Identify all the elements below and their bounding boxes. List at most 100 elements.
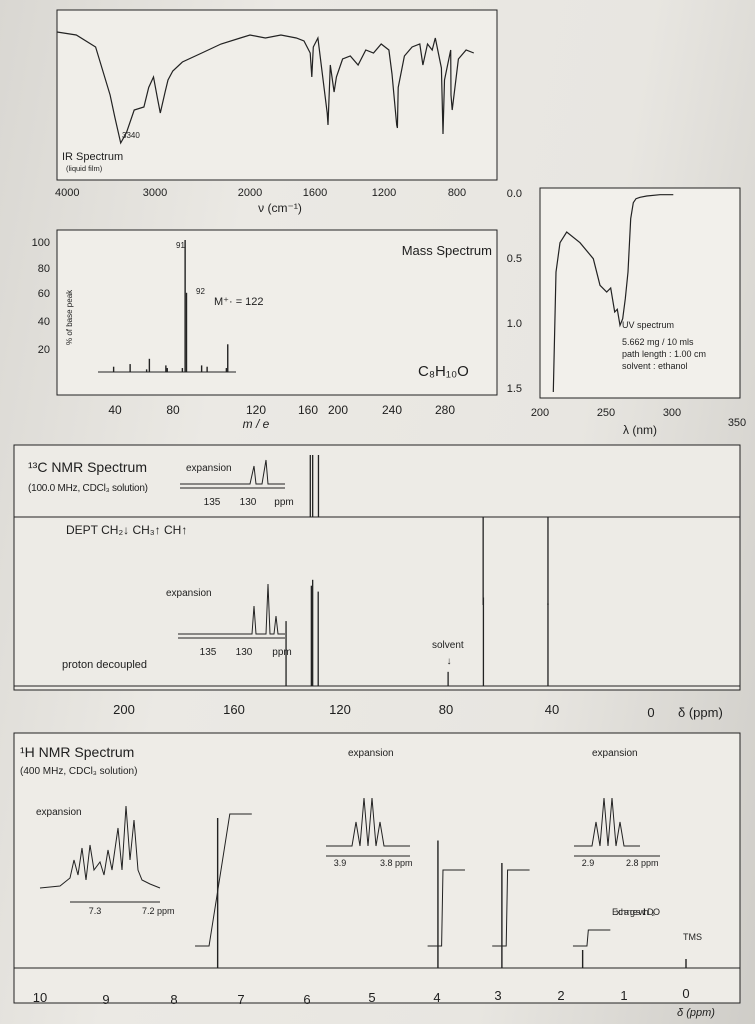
ir-x-ticks: 4000 3000 2000 1600 1200 800 [55,187,466,199]
ms-molecular-ion-label: M⁺· = 122 [214,296,264,308]
c13-x-tick: 160 [223,702,245,717]
c13-peaks [285,579,549,686]
h1-nmr-panel: ¹H NMR Spectrum (400 MHz, CDCl₃ solution… [13,732,741,1019]
uv-y-tick: 1.5 [507,383,522,395]
uv-x-tick: 350 [728,417,746,429]
h1-x-tick: 1 [620,988,627,1003]
uv-x-ticks: 200 250 300 350 [531,407,746,429]
h1-integral-step [195,813,252,947]
h1-ch2-expansion-trace [574,797,640,847]
h1-x-tick: 7 [237,992,244,1007]
ms-title: Mass Spectrum [402,243,492,258]
ir-x-tick: 1200 [372,187,396,199]
ir-x-label: ν (cm⁻¹) [258,201,302,215]
c13-title: ¹³C NMR Spectrum [28,459,147,475]
ms-y-tick: 100 [32,237,50,249]
h1-integral-step [492,869,530,947]
ms-x-tick: 160 [298,403,318,417]
ms-peak-label-91: 91 [176,241,185,250]
h1-integral-step [427,869,465,947]
ms-x-tick: 280 [435,403,455,417]
h1-x-label: δ (ppm) [677,1007,715,1019]
ms-formula: C₈H₁₀O [418,363,469,380]
uv-y-tick: 0.0 [507,188,522,200]
ms-x-ticks: 40 80 120 160 200 240 280 [108,403,455,417]
uv-spectrum-panel: 0.0 0.5 1.0 1.5 200 250 300 350 λ (nm) U… [507,187,746,437]
c13-solvent-arrow: ↓ [447,656,452,667]
h1-expansion-label: expansion [348,748,394,759]
ms-x-tick: 240 [382,403,402,417]
ms-y-tick: 40 [38,316,50,328]
h1-aromatic-expansion-trace [39,805,161,889]
ms-bars [98,240,236,373]
uv-y-tick: 1.0 [507,318,522,330]
uv-note: solvent : ethanol [622,361,688,371]
h1-x-tick: 9 [102,992,109,1007]
ms-x-tick: 120 [246,403,266,417]
ir-annotation-3340: 3340 [122,131,140,140]
h1-ch2o-expansion-trace [326,797,410,847]
mass-spectrum-panel: Mass Spectrum % of base peak 20 40 60 80… [32,229,498,431]
uv-note: path length : 1.00 cm [622,349,706,359]
ms-x-tick: 40 [108,403,122,417]
dept-peaks [309,455,549,605]
c13-expansion-tick: ppm [272,647,291,658]
c13-x-label: δ (ppm) [678,705,723,720]
h1-peaks [195,813,687,968]
c13-proton-decoupled-label: proton decoupled [62,659,147,671]
ir-x-tick: 4000 [55,187,79,199]
h1-integral-step [572,929,611,947]
uv-y-ticks: 0.0 0.5 1.0 1.5 [507,188,522,395]
h1-expansion-label: expansion [36,807,82,818]
c13-frame [13,444,741,691]
h1-x-tick: 2 [557,988,564,1003]
h1-x-tick: 5 [368,990,375,1005]
c13-dept-expansion-trace [180,459,285,485]
h1-tms-label: TMS [683,932,702,942]
c13-dept-expansion-tick: ppm [274,497,293,508]
c13-x-ticks: 200 160 120 80 40 0 [113,702,654,720]
ms-y-ticks: 20 40 60 80 100 [32,237,50,356]
h1-expansion-label: expansion [592,748,638,759]
ir-frame [56,9,498,181]
ms-x-label: m / e [243,417,270,431]
uv-x-tick: 200 [531,407,549,419]
uv-x-label: λ (nm) [623,423,657,437]
h1-expansion-tick: 3.9 [334,858,347,868]
c13-x-tick: 40 [545,702,559,717]
ms-x-tick: 200 [328,403,348,417]
ir-subtitle: (liquid film) [66,164,103,173]
c13-expansion-tick: 135 [200,647,217,658]
ir-x-tick: 800 [448,187,466,199]
ir-x-tick: 3000 [143,187,167,199]
c13-dept-expansion-label: expansion [186,463,232,474]
h1-x-tick: 6 [303,992,310,1007]
ir-title: IR Spectrum [62,151,123,163]
h1-x-tick: 10 [33,990,47,1005]
h1-title: ¹H NMR Spectrum [20,744,134,760]
h1-x-tick: 0 [682,986,689,1001]
ms-y-label: % of base peak [65,289,74,345]
c13-dept-expansion-tick: 130 [240,497,257,508]
h1-x-tick: 4 [433,990,440,1005]
ms-x-tick: 80 [166,403,180,417]
uv-trace [552,194,674,393]
h1-expansion-tick: 3.8 ppm [380,858,413,868]
c13-x-tick: 200 [113,702,135,717]
dept-label: DEPT CH₂↓ CH₃↑ CH↑ [66,523,187,537]
c13-subtitle: (100.0 MHz, CDCl₃ solution) [28,483,148,494]
c13-x-tick: 120 [329,702,351,717]
c13-dept-expansion-tick: 135 [204,497,221,508]
c13-expansion-trace [178,583,285,635]
c13-expansion-tick: 130 [236,647,253,658]
h1-expansion-tick: 2.8 ppm [626,858,659,868]
h1-subtitle: (400 MHz, CDCl₃ solution) [20,766,137,777]
ir-spectrum-panel: IR Spectrum (liquid film) 3340 4000 3000… [55,9,498,215]
uv-x-tick: 250 [597,407,615,419]
c13-solvent-label: solvent [432,640,464,651]
ir-trace [56,31,475,145]
uv-x-tick: 300 [663,407,681,419]
h1-expansion-tick: 7.3 [89,906,102,916]
